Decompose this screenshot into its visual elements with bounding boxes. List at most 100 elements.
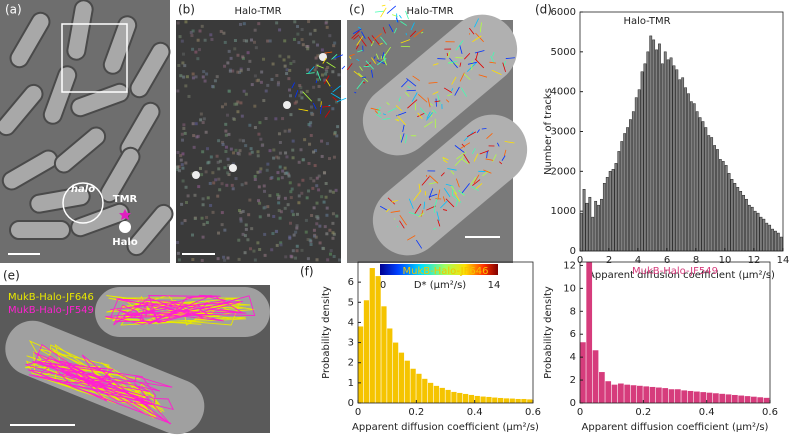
noise (194, 122, 198, 126)
noise (285, 72, 289, 76)
track (397, 115, 406, 126)
noise (307, 122, 311, 126)
noise (290, 209, 294, 213)
noise (223, 40, 227, 44)
noise (240, 114, 244, 118)
track (410, 22, 415, 31)
noise (281, 117, 285, 121)
noise (262, 99, 266, 103)
spot (192, 171, 200, 179)
noise (253, 174, 257, 178)
track (105, 295, 255, 326)
noise (205, 215, 209, 219)
noise (332, 254, 336, 258)
noise (241, 209, 245, 213)
y-tick-label: 2000 (551, 166, 576, 177)
noise (289, 221, 293, 225)
noise (332, 232, 336, 236)
track (326, 61, 336, 69)
track (445, 198, 455, 208)
noise (224, 150, 228, 154)
bar (668, 389, 675, 403)
bar (776, 232, 780, 252)
track (454, 191, 461, 202)
x-axis-label: Apparent diffusion coefficient (μm²/s) (352, 422, 539, 433)
bar (655, 49, 658, 252)
track (387, 107, 397, 113)
track (472, 179, 481, 186)
track (486, 151, 489, 154)
bar (763, 397, 770, 403)
bar (678, 79, 682, 252)
track (406, 78, 417, 87)
noise (331, 221, 335, 225)
track (332, 85, 341, 93)
panel-label: (d) (535, 3, 552, 17)
track (355, 44, 360, 50)
x-tick-label: 0.6 (525, 407, 541, 418)
noise (285, 155, 289, 159)
track (377, 106, 381, 114)
track (375, 113, 382, 119)
track (336, 97, 347, 103)
noise (176, 165, 180, 169)
track (486, 152, 488, 159)
bar (503, 398, 510, 403)
track (381, 4, 386, 7)
noise (279, 243, 283, 247)
noise (176, 240, 180, 244)
noise (223, 258, 227, 262)
noise (279, 241, 283, 245)
track (437, 94, 441, 104)
track (490, 55, 495, 63)
noise (328, 252, 332, 256)
noise (241, 232, 245, 236)
track (356, 35, 364, 46)
noise (200, 216, 204, 220)
noise (305, 89, 309, 93)
noise (325, 213, 329, 217)
track (417, 112, 423, 120)
noise (325, 206, 329, 210)
bar (618, 383, 624, 403)
track (423, 121, 433, 128)
noise (247, 213, 251, 217)
noise (204, 130, 208, 134)
noise (272, 214, 276, 218)
track (474, 50, 485, 54)
bar (375, 276, 381, 403)
x-tick-label: 8 (693, 255, 699, 266)
noise (278, 151, 282, 155)
noise (309, 105, 313, 109)
track (388, 24, 394, 33)
noise (217, 177, 221, 181)
track (474, 18, 479, 28)
bar (727, 173, 731, 252)
bar (521, 398, 527, 403)
noise (295, 25, 299, 29)
noise (204, 170, 208, 174)
noise (258, 247, 262, 251)
colorbar (380, 264, 498, 275)
noise (248, 59, 252, 63)
noise (181, 61, 185, 65)
track (454, 145, 465, 154)
noise (222, 255, 226, 259)
noise (239, 67, 243, 71)
noise (191, 72, 195, 76)
noise (279, 210, 283, 214)
cell (129, 41, 171, 99)
bar (649, 386, 656, 403)
track (442, 196, 446, 202)
noise (308, 32, 312, 36)
noise (201, 203, 205, 207)
track (428, 181, 438, 185)
track (386, 102, 390, 106)
noise (309, 176, 313, 180)
noise (208, 181, 212, 185)
bar (637, 385, 643, 403)
noise (242, 89, 246, 93)
y-tick-label: 10 (563, 283, 576, 294)
bar (611, 169, 615, 252)
noise (301, 178, 305, 182)
